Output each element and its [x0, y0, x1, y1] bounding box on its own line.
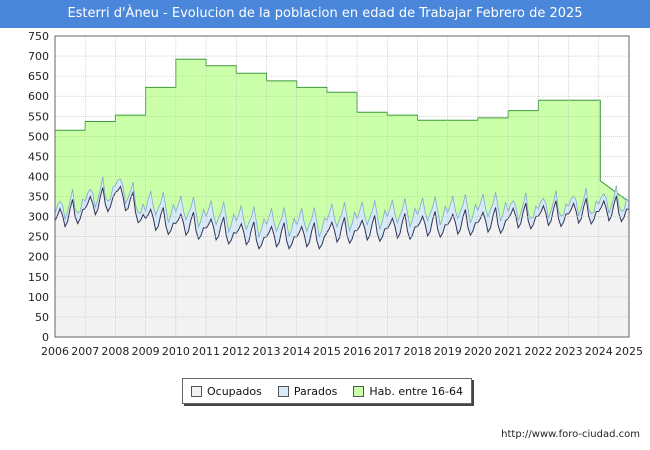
x-tick-label: 2024: [585, 345, 613, 358]
legend-label-parados: Parados: [293, 384, 338, 398]
y-tick-label: 350: [28, 191, 49, 204]
x-tick-label: 2014: [283, 345, 311, 358]
x-tick-label: 2023: [555, 345, 583, 358]
y-tick-label: 250: [28, 231, 49, 244]
x-tick-label: 2018: [404, 345, 432, 358]
legend-item-ocupados: Ocupados: [190, 384, 262, 398]
y-tick-label: 500: [28, 130, 49, 143]
legend-swatch-hab: [353, 385, 365, 397]
x-tick-label: 2011: [192, 345, 220, 358]
legend-label-ocupados: Ocupados: [206, 384, 262, 398]
series-ocupados-line: [54, 185, 630, 250]
source-url: http://www.foro-ciudad.com: [501, 429, 640, 440]
x-tick-label: 2016: [343, 345, 371, 358]
x-tick-label: 2019: [434, 345, 462, 358]
chart-title: Esterri d'Àneu - Evolucion de la poblaci…: [0, 0, 650, 28]
series-parados-area: [54, 177, 630, 338]
legend: Ocupados Parados Hab. entre 16-64: [182, 378, 472, 404]
y-tick-label: 100: [28, 291, 49, 304]
series-ocupados-area: [55, 186, 629, 337]
legend-swatch-parados: [277, 385, 289, 397]
series-hab-area: [54, 58, 630, 338]
y-tick-label: 0: [42, 331, 49, 344]
x-tick-label: 2007: [71, 345, 99, 358]
y-tick-label: 700: [28, 50, 49, 63]
y-tick-label: 200: [28, 251, 49, 264]
x-tick-label: 2006: [41, 345, 69, 358]
x-tick-label: 2013: [252, 345, 280, 358]
plot-area: [55, 36, 629, 337]
x-tick-label: 2009: [132, 345, 160, 358]
y-tick-label: 150: [28, 271, 49, 284]
y-tick-label: 600: [28, 90, 49, 103]
x-tick-label: 2010: [162, 345, 190, 358]
plot-frame: [54, 35, 630, 338]
x-tick-label: 2008: [101, 345, 129, 358]
x-tick-label: 2017: [373, 345, 401, 358]
y-tick-label: 650: [28, 70, 49, 83]
y-tick-label: 300: [28, 211, 49, 224]
x-tick-label: 2025: [615, 345, 643, 358]
legend-label-hab: Hab. entre 16-64: [369, 384, 463, 398]
y-tick-label: 50: [35, 311, 49, 324]
legend-swatch-ocupados: [190, 385, 202, 397]
legend-item-parados: Parados: [277, 384, 338, 398]
y-tick-label: 400: [28, 170, 49, 183]
x-tick-label: 2022: [524, 345, 552, 358]
x-tick-label: 2021: [494, 345, 522, 358]
y-tick-label: 550: [28, 110, 49, 123]
y-tick-label: 450: [28, 150, 49, 163]
legend-item-hab: Hab. entre 16-64: [353, 385, 463, 398]
x-tick-label: 2015: [313, 345, 341, 358]
x-tick-label: 2020: [464, 345, 492, 358]
y-tick-label: 750: [28, 30, 49, 43]
x-tick-label: 2012: [222, 345, 250, 358]
